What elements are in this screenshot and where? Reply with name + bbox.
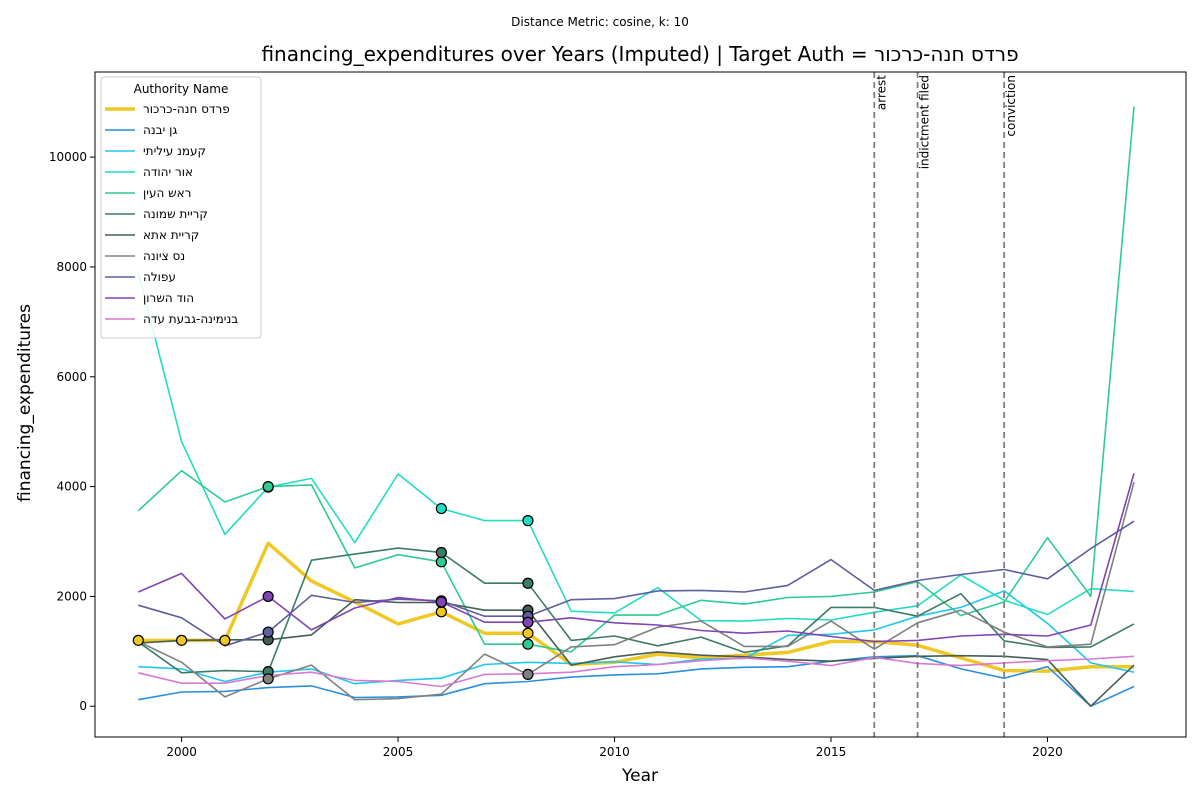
x-tick-label-2005: 2005 <box>383 745 414 759</box>
y-tick-label-0: 0 <box>79 699 87 713</box>
x-tick-label-2010: 2010 <box>599 745 630 759</box>
imputed-point-4-2006 <box>435 556 447 568</box>
legend-label-9: הוד השרון <box>143 291 194 305</box>
y-axis-label: financing_expenditures <box>15 304 35 502</box>
x-axis-label: Year <box>621 766 658 786</box>
imputed-point-8-2002 <box>262 626 274 638</box>
imputed-point-0-2008 <box>522 627 534 639</box>
y-tick-label-8000: 8000 <box>56 260 87 274</box>
event-label-0: arrest <box>874 75 888 110</box>
imputed-point-3-2006 <box>435 502 447 515</box>
legend-box <box>100 76 262 339</box>
legend-label-6: קריית אתא <box>143 228 199 242</box>
series-line-4 <box>137 106 1135 653</box>
axes-frame <box>94 71 1187 738</box>
imputed-point-9-2008 <box>522 616 534 628</box>
y-tick-label-2000: 2000 <box>56 589 87 603</box>
imputed-point-0-1999 <box>132 634 144 646</box>
y-tick-label-4000: 4000 <box>56 480 87 494</box>
legend-label-2: קעמנ עיליתי <box>143 144 206 158</box>
legend-label-7: נס ציונה <box>143 249 185 263</box>
series-line-0 <box>138 541 1134 673</box>
x-tick-label-2020: 2020 <box>1032 745 1063 759</box>
imputed-point-4-2008 <box>522 638 534 650</box>
imputed-point-5-2006 <box>435 546 447 559</box>
imputed-point-0-2006 <box>435 606 447 618</box>
legend-label-4: ראש העין <box>143 186 191 200</box>
series-line-6 <box>138 598 1135 708</box>
legend-label-3: אור יהודה <box>143 165 193 179</box>
series-line-10 <box>138 655 1135 688</box>
series-line-7 <box>137 481 1135 701</box>
x-tick-label-2015: 2015 <box>816 745 847 759</box>
y-tick-label-10000: 10000 <box>49 150 87 164</box>
imputed-point-4-2002 <box>262 480 274 493</box>
series-line-5 <box>137 547 1135 674</box>
imputed-point-9-2002 <box>262 590 274 603</box>
chart-suptitle: Distance Metric: cosine, k: 10 <box>511 15 689 29</box>
imputed-point-0-2001 <box>219 634 231 646</box>
imputed-point-7-2008 <box>522 668 534 680</box>
series-line-1 <box>138 654 1135 708</box>
imputed-point-3-2008 <box>522 515 534 527</box>
legend-label-10: בנימינה-גבעת עדה <box>143 312 238 326</box>
x-tick-label-2000: 2000 <box>166 745 197 759</box>
legend-label-1: גן יבנה <box>143 123 177 137</box>
event-label-2: conviction <box>1004 75 1018 137</box>
chart-title: financing_expenditures over Years (Imput… <box>261 42 1018 66</box>
legend-label-5: קריית שמונה <box>143 207 208 221</box>
series-line-8 <box>138 520 1135 647</box>
imputed-point-9-2006 <box>435 596 447 608</box>
legend-label-0: פרדס חנה-כרכור <box>143 102 230 116</box>
chart-legend: Authority Name פרדס חנה-כרכור גן יבנה קעמנ … <box>100 76 262 339</box>
imputed-point-7-2002 <box>262 673 274 685</box>
legend-title: Authority Name <box>134 82 229 96</box>
series-line-9 <box>137 473 1135 643</box>
series-line-2 <box>138 590 1135 685</box>
series-line-3 <box>137 272 1135 622</box>
plot-area: arrest indictment filed conviction 2000 2005… <box>49 71 1187 759</box>
legend-label-8: עפולה <box>143 270 176 284</box>
imputed-point-0-2000 <box>175 634 188 646</box>
event-label-1: indictment filed <box>918 75 932 169</box>
imputed-point-5-2008 <box>522 577 534 589</box>
y-tick-label-6000: 6000 <box>56 370 87 384</box>
